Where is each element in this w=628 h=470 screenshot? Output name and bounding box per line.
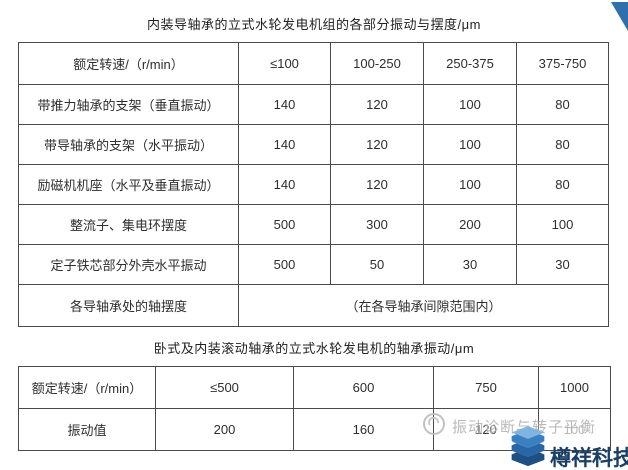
value-cell: 140	[238, 124, 331, 165]
header-cell: 750	[433, 366, 539, 409]
value-cell: 100	[516, 204, 609, 245]
value-cell: 100	[423, 84, 517, 125]
header-cell: 1000	[538, 366, 611, 409]
value-cell: 30	[423, 244, 517, 285]
row-label-cell: 振动值	[18, 408, 156, 451]
table-row: 振动值 200 160 120 100	[18, 408, 611, 451]
value-cell: 80	[516, 124, 609, 165]
value-cell: 500	[238, 204, 331, 245]
table1-title: 内装导轴承的立式水轮发电机组的各部分振动与摆度/μm	[147, 17, 481, 32]
value-cell: 80	[516, 164, 609, 205]
row-label-cell: 励磁机机座（水平及垂直振动）	[18, 164, 239, 205]
table-row: 整流子、集电环摆度 500 300 200 100	[18, 204, 609, 245]
header-cell: ≤100	[238, 42, 331, 85]
table-row: 励磁机机座（水平及垂直振动） 140 120 100 80	[18, 164, 609, 205]
row-label-cell: 定子铁芯部分外壳水平振动	[18, 244, 239, 285]
header-cell: 250-375	[423, 42, 517, 85]
value-cell: 120	[330, 84, 424, 125]
table-footer-row: 各导轴承处的轴摆度 （在各导轴承间隙范围内）	[18, 284, 609, 327]
value-cell: 300	[330, 204, 424, 245]
value-cell: 120	[330, 164, 424, 205]
value-cell: 100	[423, 164, 517, 205]
value-cell: 500	[238, 244, 331, 285]
value-cell: 100	[423, 124, 517, 165]
stacked-cube-icon	[508, 426, 548, 470]
value-cell: 120	[330, 124, 424, 165]
header-cell: ≤500	[155, 366, 294, 409]
value-cell: 50	[330, 244, 424, 285]
table-header-row: 额定转速/（r/min） ≤500 600 750 1000	[18, 366, 611, 409]
row-label-cell: 各导轴承处的轴摆度	[18, 284, 239, 327]
value-cell: 140	[238, 164, 331, 205]
row-label-cell: 整流子、集电环摆度	[18, 204, 239, 245]
header-cell: 600	[293, 366, 434, 409]
table-row: 带导轴承的支架（水平振动） 140 120 100 80	[18, 124, 609, 165]
table-header-row: 额定转速/（r/min） ≤100 100-250 250-375 375-75…	[18, 42, 609, 85]
header-cell: 100-250	[330, 42, 424, 85]
corner-ribbon-icon	[609, 2, 628, 37]
bearing-vibration-table: 额定转速/（r/min） ≤500 600 750 1000 振动值 200 1…	[18, 366, 611, 451]
value-cell: 80	[516, 84, 609, 125]
vertical-unit-vibration-table: 额定转速/（r/min） ≤100 100-250 250-375 375-75…	[18, 42, 609, 327]
header-cell: 额定转速/（r/min）	[18, 42, 239, 85]
brand-name: 樽祥科技	[550, 447, 628, 470]
table-row: 定子铁芯部分外壳水平振动 500 50 30 30	[18, 244, 609, 285]
value-cell: 140	[238, 84, 331, 125]
value-cell: 200	[155, 408, 294, 451]
value-cell-obscured: 100	[538, 408, 611, 451]
header-cell: 额定转速/（r/min）	[18, 366, 156, 409]
value-cell: 160	[293, 408, 434, 451]
value-cell: 200	[423, 204, 517, 245]
table-row: 带推力轴承的支架（垂直振动） 140 120 100 80	[18, 84, 609, 125]
header-cell: 375-750	[516, 42, 609, 85]
brand-logo: 樽祥科技	[508, 426, 628, 470]
value-cell: 30	[516, 244, 609, 285]
table2-title: 卧式及内装滚动轴承的立式水轮发电机的轴承振动/μm	[153, 341, 475, 356]
row-label-cell: 带导轴承的支架（水平振动）	[18, 124, 239, 165]
row-label-cell: 带推力轴承的支架（垂直振动）	[18, 84, 239, 125]
merged-note-cell: （在各导轴承间隙范围内）	[238, 284, 609, 327]
